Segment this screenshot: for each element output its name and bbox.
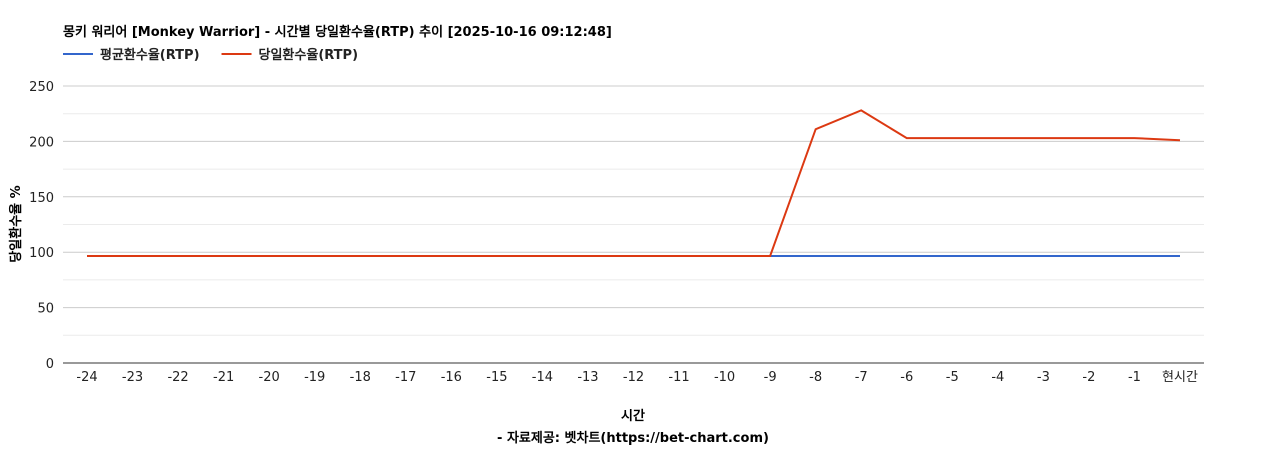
- x-tick-label: -1: [1128, 370, 1141, 385]
- x-tick-label: -11: [668, 370, 689, 385]
- y-axis-ticks: 0 50 100 150 200 250: [29, 80, 54, 372]
- y-tick-label: 100: [29, 246, 54, 261]
- x-tick-label: -14: [532, 370, 553, 385]
- y-tick-label: 200: [29, 135, 54, 150]
- x-tick-label: -19: [304, 370, 325, 385]
- x-tick-label: -20: [259, 370, 280, 385]
- x-tick-label: -10: [714, 370, 735, 385]
- chart-title: 몽키 워리어 [Monkey Warrior] - 시간별 당일환수율(RTP)…: [63, 24, 612, 40]
- legend: 평균환수율(RTP) 당일환수율(RTP): [63, 47, 358, 63]
- x-tick-label: -23: [122, 370, 143, 385]
- legend-label[interactable]: 평균환수율(RTP): [100, 47, 200, 63]
- x-tick-label: -6: [900, 370, 913, 385]
- x-tick-label: -8: [809, 370, 822, 385]
- footer-credit: - 자료제공: 벳차트(https://bet-chart.com): [497, 430, 769, 446]
- x-tick-label: -5: [946, 370, 959, 385]
- legend-label[interactable]: 당일환수율(RTP): [259, 47, 359, 63]
- y-tick-label: 0: [46, 357, 54, 372]
- x-tick-label: -15: [486, 370, 507, 385]
- x-tick-label: -16: [441, 370, 462, 385]
- x-tick-label: -3: [1037, 370, 1050, 385]
- grid: [63, 85, 1204, 364]
- x-tick-label: -18: [350, 370, 371, 385]
- series-line-1[interactable]: [87, 109, 1181, 257]
- x-axis-ticks: -24 -23 -22 -21 -20 -19 -18 -17 -16 -15 -14 -13 -12 -…: [76, 370, 1198, 385]
- y-tick-label: 50: [37, 302, 54, 317]
- x-tick-label: -9: [764, 370, 777, 385]
- x-tick-label: -13: [577, 370, 598, 385]
- x-tick-label: -7: [855, 370, 868, 385]
- y-axis-label: 당일환수율 %: [8, 185, 24, 262]
- series-lines: [87, 109, 1181, 257]
- x-tick-label: -17: [395, 370, 416, 385]
- x-tick-label: -24: [76, 370, 97, 385]
- x-tick-label: -4: [991, 370, 1004, 385]
- x-axis-label: 시간: [621, 408, 645, 424]
- x-tick-label: -12: [623, 370, 644, 385]
- x-tick-label: -21: [213, 370, 234, 385]
- y-tick-label: 150: [29, 191, 54, 206]
- y-tick-label: 250: [29, 80, 54, 95]
- x-tick-label: -22: [167, 370, 188, 385]
- x-tick-label: 현시간: [1162, 370, 1198, 385]
- x-tick-label: -2: [1082, 370, 1095, 385]
